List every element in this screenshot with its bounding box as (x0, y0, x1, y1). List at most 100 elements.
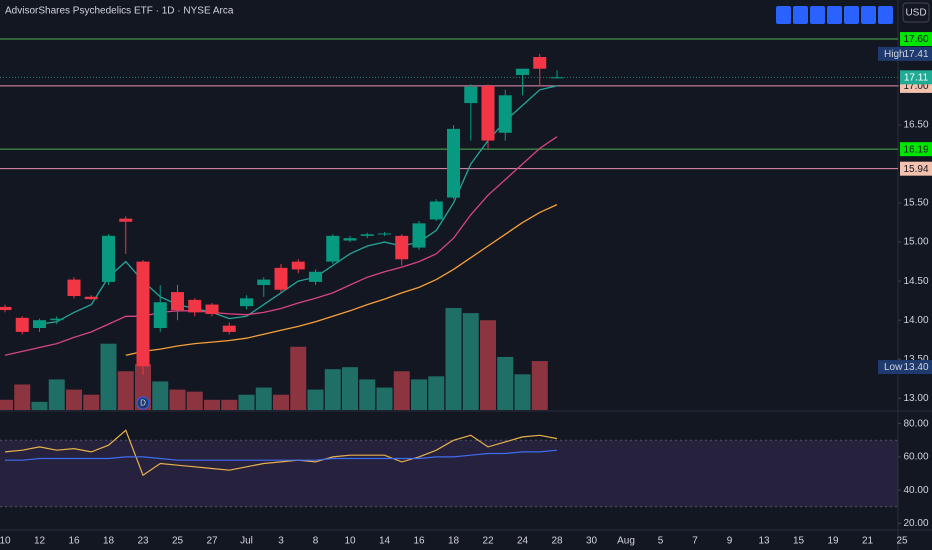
extreme-name: High (884, 49, 905, 60)
x-tick-label: 7 (692, 536, 698, 547)
y-tick-label: 16.50 (903, 120, 928, 131)
volume-bar (66, 389, 82, 410)
y-tick-label: 14.50 (903, 276, 928, 287)
x-tick-label: 8 (313, 536, 319, 547)
toolbar-button[interactable] (861, 6, 876, 24)
candle-body (550, 77, 564, 79)
candle-body (343, 238, 357, 241)
candle-body (205, 304, 219, 314)
x-tick-label: 18 (448, 536, 460, 547)
rsi-line (4, 429, 558, 477)
x-tick-label: 28 (551, 536, 563, 547)
candle-body (188, 299, 202, 313)
toolbar[interactable] (776, 6, 893, 24)
volume-bar (100, 343, 117, 410)
candle-body (412, 223, 426, 248)
volume-bar (411, 379, 427, 410)
volume-bar (117, 371, 134, 410)
toolbar-button[interactable] (878, 6, 893, 24)
last-price-label: 17.11 (904, 72, 929, 83)
level-label-box (900, 32, 932, 47)
candle-body (464, 86, 478, 104)
toolbar-button[interactable] (844, 6, 859, 24)
x-tick-label: 30 (586, 536, 598, 547)
candle-body (378, 233, 391, 235)
candle-body (119, 218, 133, 222)
volume-bar (169, 389, 186, 410)
volume-bar (324, 369, 341, 410)
x-tick-label: 15 (793, 536, 805, 547)
volume-bar (480, 320, 496, 410)
extreme-box (878, 46, 932, 61)
y-tick-label: 40.00 (903, 485, 928, 496)
event-marker (136, 396, 150, 410)
volume-bar (186, 391, 203, 410)
candle-body (360, 234, 374, 236)
candle-body (395, 235, 409, 260)
x-tick-label: 23 (137, 536, 149, 547)
y-tick-label: 80.00 (903, 418, 928, 429)
x-tick-label: 3 (278, 536, 284, 547)
toolbar-button[interactable] (793, 6, 808, 24)
x-tick-label: 5 (658, 536, 664, 547)
candle-body (326, 235, 340, 262)
volume-bar (514, 374, 531, 410)
candle-body (240, 298, 253, 307)
volume-bar (428, 376, 445, 410)
candle-body (33, 320, 46, 328)
volume-bar (273, 394, 289, 410)
level-label-box (900, 161, 932, 176)
x-tick-label: 14 (379, 536, 391, 547)
toolbar-button[interactable] (827, 6, 842, 24)
candle-body (0, 306, 12, 311)
level-label: 17.60 (903, 34, 928, 45)
currency: USD (905, 8, 926, 19)
volume-bar (48, 379, 65, 410)
candle-body (429, 201, 443, 220)
level-label: 15.94 (903, 164, 928, 175)
candle-body (15, 317, 29, 332)
volume-bar (255, 387, 272, 410)
x-tick-label: 27 (206, 536, 218, 547)
x-tick-label: 10 (0, 536, 11, 547)
y-tick-label: 15.50 (903, 198, 928, 209)
moving-average (4, 136, 558, 356)
extreme-value: 17.41 (903, 49, 928, 60)
x-tick-label: 21 (862, 536, 874, 547)
candle-body (153, 302, 167, 328)
extreme-value: 13.40 (903, 362, 928, 373)
x-tick-label: 16 (68, 536, 80, 547)
x-tick-label: 12 (34, 536, 46, 547)
volume-bar (221, 399, 238, 410)
x-tick-label: 25 (172, 536, 184, 547)
candle-body (67, 279, 81, 296)
volume-bar (376, 387, 393, 410)
candle-body (309, 271, 322, 282)
candle-body (171, 292, 184, 311)
currency-box[interactable] (902, 2, 930, 23)
level-label: 16.19 (903, 144, 928, 155)
toolbar-button[interactable] (776, 6, 791, 24)
level-label-box (900, 142, 932, 157)
volume-bar (307, 389, 324, 410)
x-tick-label: 9 (727, 536, 733, 547)
candle-body (222, 325, 236, 332)
candle-body (498, 95, 512, 133)
level-label: 17.00 (903, 81, 928, 92)
y-tick-label: 20.00 (903, 518, 928, 529)
candle-body (533, 57, 547, 69)
toolbar-button[interactable] (810, 6, 825, 24)
extreme-box (878, 360, 932, 375)
x-tick-label: 24 (517, 536, 529, 547)
x-tick-label: 16 (413, 536, 425, 547)
x-tick-label: 22 (482, 536, 494, 547)
candle-body (516, 68, 529, 75)
candle-body (274, 267, 288, 290)
moving-average (125, 204, 558, 356)
rsi-band (0, 440, 898, 507)
volume-bar (204, 399, 220, 410)
moving-average (39, 85, 558, 325)
x-tick-label: 25 (896, 536, 908, 547)
candle-body (481, 85, 495, 141)
